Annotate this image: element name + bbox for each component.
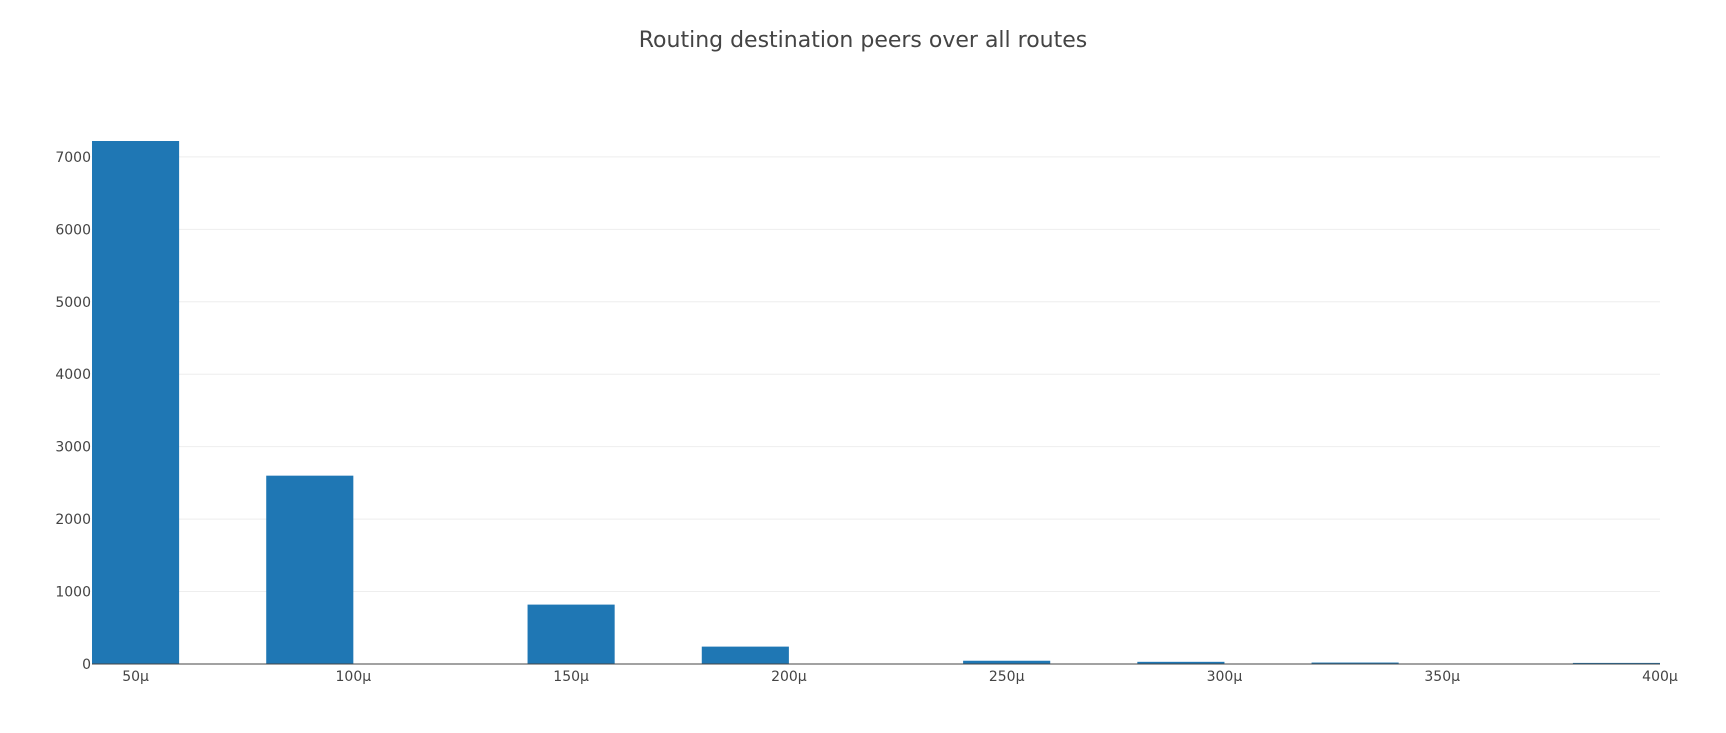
- y-tick-label: 6000: [55, 222, 91, 238]
- x-tick-label: 150μ: [553, 669, 589, 685]
- bar: [527, 604, 615, 664]
- bar: [701, 646, 789, 664]
- x-tick-label: 50μ: [122, 669, 149, 685]
- x-tick-label: 100μ: [336, 669, 372, 685]
- y-tick-label: 5000: [55, 295, 91, 311]
- x-tick-label: 400μ: [1642, 669, 1678, 685]
- y-tick-label: 7000: [55, 150, 91, 166]
- y-tick-label: 3000: [55, 440, 91, 456]
- y-tick-label: 1000: [55, 585, 91, 601]
- bar: [1137, 661, 1225, 664]
- bar: [1311, 662, 1399, 664]
- bar: [266, 475, 354, 664]
- x-tick-labels: 50μ 100μ 150μ 200μ 250μ 300μ 350μ 400μ: [122, 669, 1678, 685]
- x-tick-label: 200μ: [771, 669, 807, 685]
- bar: [1572, 662, 1660, 664]
- bar: [963, 660, 1051, 664]
- x-tick-label: 300μ: [1207, 669, 1243, 685]
- y-tick-labels: 0 1000 2000 3000 4000 5000 6000 7000: [55, 150, 91, 673]
- y-tick-label: 0: [82, 657, 91, 673]
- bar: [92, 141, 180, 664]
- y-tick-label: 2000: [55, 512, 91, 528]
- chart-title: Routing destination peers over all route…: [638, 28, 1088, 53]
- bars: [92, 141, 1660, 664]
- x-tick-label: 350μ: [1424, 669, 1460, 685]
- y-tick-label: 4000: [55, 367, 91, 383]
- x-tick-label: 250μ: [989, 669, 1025, 685]
